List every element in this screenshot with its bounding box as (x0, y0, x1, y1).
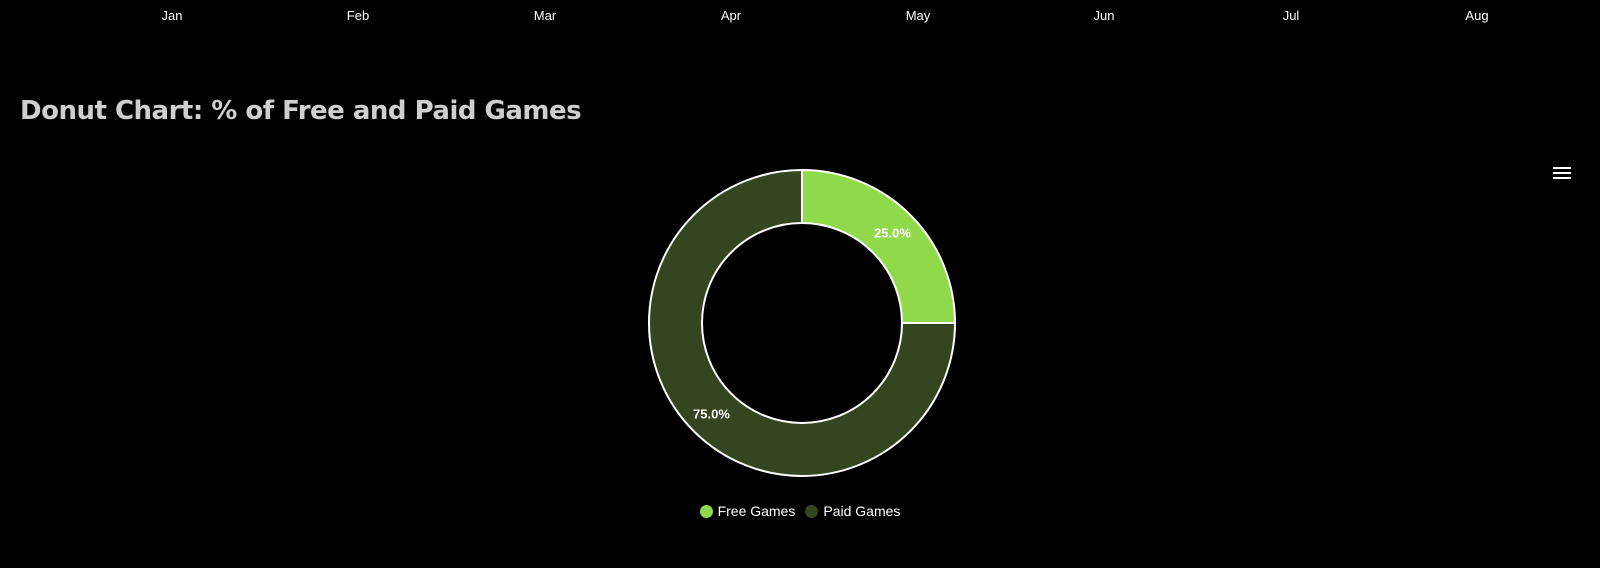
month-label-jun: Jun (1093, 8, 1115, 23)
month-label-may: May (905, 8, 931, 23)
month-label-feb: Feb (346, 8, 370, 23)
legend-item-paid-games[interactable]: Paid Games (805, 503, 900, 519)
month-label-jan: Jan (161, 8, 183, 23)
legend-label: Paid Games (823, 503, 901, 519)
legend-label: Free Games (717, 503, 796, 519)
hamburger-menu-icon (1550, 167, 1574, 179)
chart-menu-button[interactable] (1550, 162, 1574, 184)
donut-slice-paid-games[interactable] (648, 168, 957, 477)
data-label-free-games: 25.0% (874, 225, 911, 240)
month-label-jul: Jul (1282, 8, 1300, 23)
chart-legend: Free Games Paid Games (0, 503, 1600, 519)
legend-item-free-games[interactable]: Free Games (699, 503, 796, 519)
legend-marker-icon (699, 504, 713, 518)
month-label-mar: Mar (533, 8, 557, 23)
chart-title: Donut Chart: % of Free and Paid Games (20, 96, 582, 126)
month-axis: Jan Feb Mar Apr May Jun Jul Aug (0, 0, 1600, 32)
month-label-apr: Apr (720, 8, 742, 23)
legend-marker-icon (805, 504, 819, 518)
month-label-aug: Aug (1465, 8, 1489, 23)
data-label-paid-games: 75.0% (693, 407, 730, 422)
donut-slice-free-games[interactable] (801, 168, 957, 324)
